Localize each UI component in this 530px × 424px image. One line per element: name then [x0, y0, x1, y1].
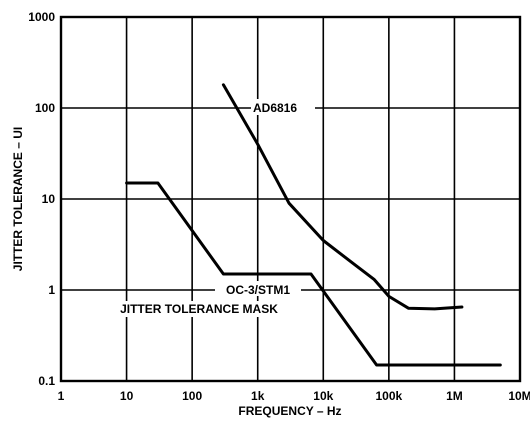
y-axis-title: JITTER TOLERANCE – UI — [11, 127, 25, 271]
y-tick-label: 10 — [42, 192, 56, 206]
ad6816-label: AD6816 — [253, 101, 297, 115]
mask-label-bg-1 — [215, 281, 301, 296]
y-tick-label: 0.1 — [38, 374, 55, 388]
oc3-stm1-mask-line — [125, 181, 502, 367]
x-axis-title: FREQUENCY – Hz — [238, 404, 341, 418]
x-tick-label: 1M — [446, 389, 463, 403]
annotations: AD6816 OC-3/STM1 JITTER TOLERANCE MASK — [95, 99, 315, 317]
x-tick-label: 10k — [313, 389, 333, 403]
plot-border — [59, 15, 522, 383]
x-tick-label: 10M — [508, 389, 530, 403]
x-tick-label: 1 — [58, 389, 65, 403]
ad6816-label-bg — [251, 99, 315, 115]
series-lines — [125, 83, 502, 367]
plot-frame — [59, 15, 522, 383]
mask-label-line2: JITTER TOLERANCE MASK — [120, 302, 278, 316]
ad6816-curve — [221, 83, 464, 311]
y-tick-label: 1000 — [28, 10, 55, 24]
x-tick-label: 1k — [251, 389, 265, 403]
y-tick-label: 100 — [35, 101, 55, 115]
x-tick-label: 100 — [182, 389, 202, 403]
y-tick-label: 1 — [48, 283, 55, 297]
grid — [61, 17, 520, 381]
mask-label-line1: OC-3/STM1 — [226, 283, 290, 297]
mask-label-bg-2 — [95, 301, 305, 317]
x-tick-label: 100k — [376, 389, 403, 403]
x-tick-label: 10 — [120, 389, 134, 403]
